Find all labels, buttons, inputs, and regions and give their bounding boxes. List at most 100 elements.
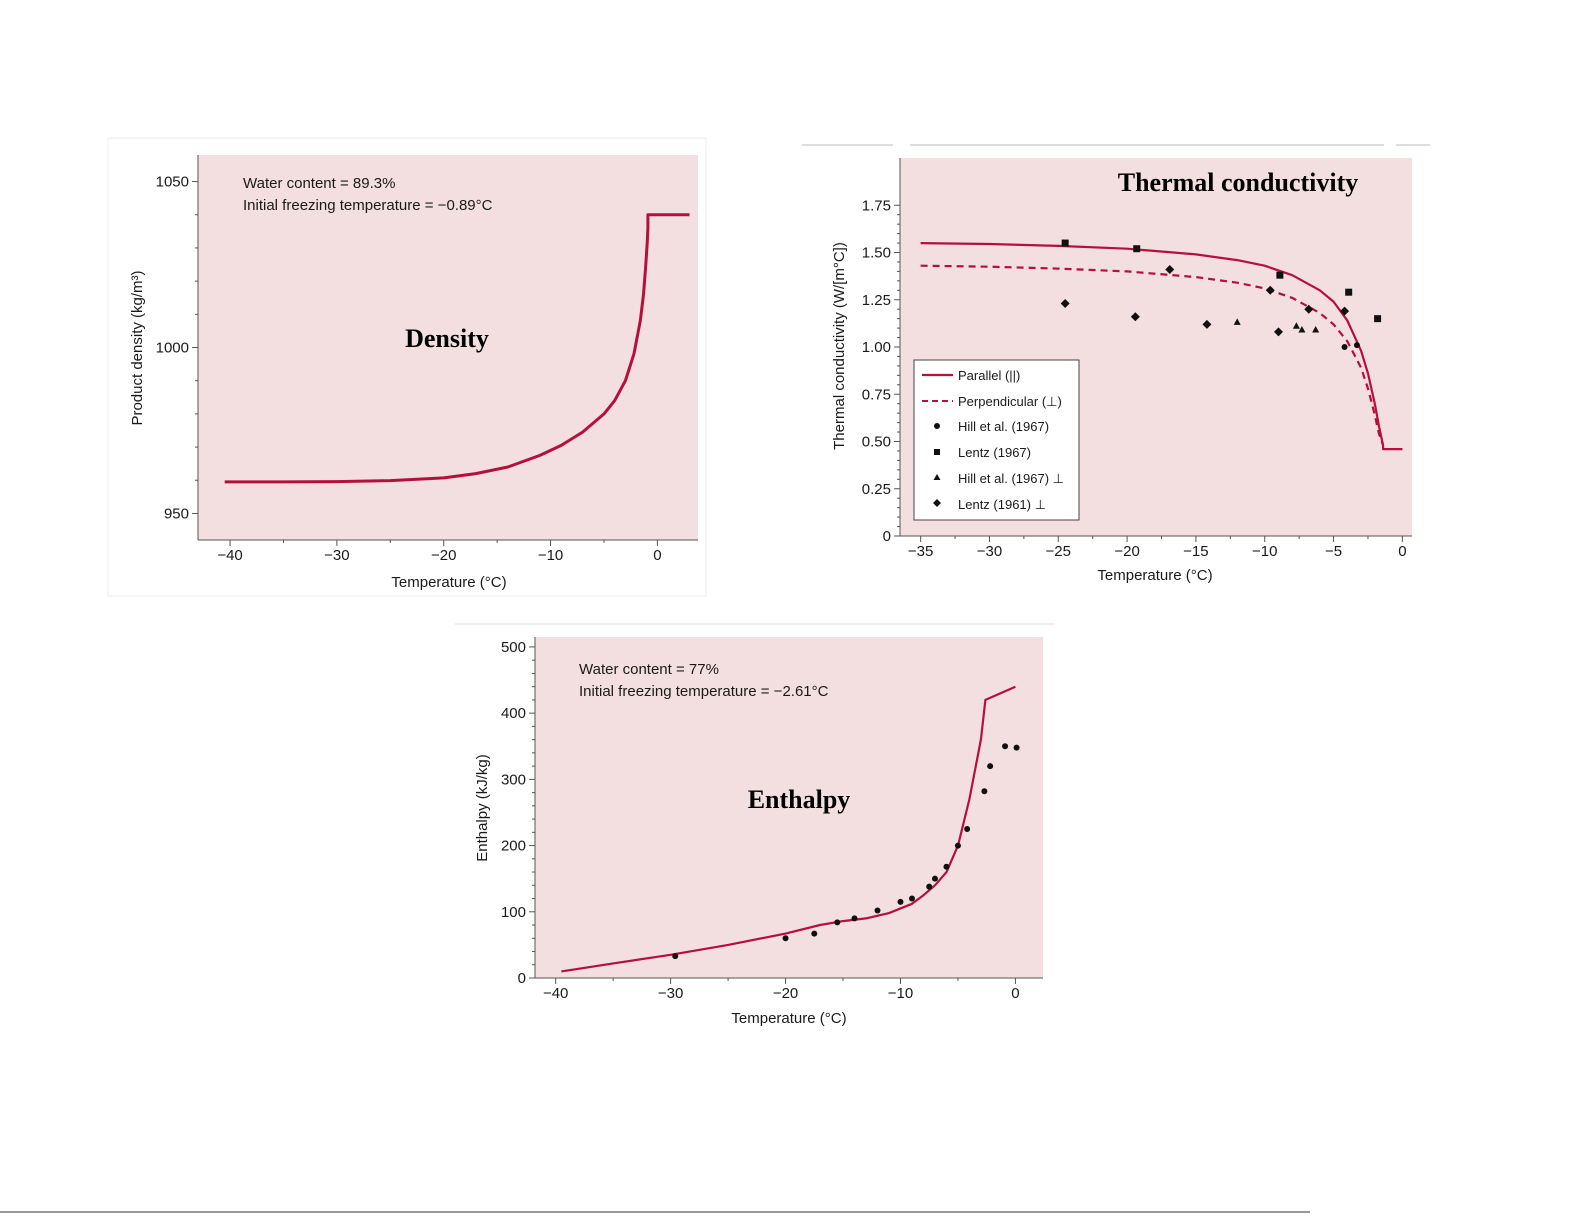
legend-marker-circle (934, 423, 940, 429)
data-point-circle (851, 915, 858, 922)
legend-box (913, 359, 1080, 521)
data-point-diamond (1202, 319, 1212, 329)
y-axis-label: Thermal conductivity (W/[m°C]) (831, 242, 848, 450)
x-tick-label: −15 (1183, 543, 1208, 560)
data-point-triangle (1292, 322, 1300, 329)
legend-label-hill-1967-perp: Hill et al. (1967) ⊥ (958, 471, 1064, 486)
data-point-square (1345, 288, 1353, 296)
overlay-title: Thermal conductivity (1118, 168, 1359, 197)
x-tick-label: −10 (1252, 543, 1277, 560)
legend-marker-square (934, 449, 940, 455)
legend-marker-diamond (933, 499, 941, 507)
y-tick-label: 500 (501, 639, 526, 656)
data-point-circle (811, 930, 818, 937)
legend-label-hill-1967: Hill et al. (1967) (958, 419, 1049, 434)
data-point-square (1374, 315, 1382, 323)
overlay-title: Enthalpy (748, 785, 851, 814)
x-tick-label: 0 (1398, 543, 1406, 560)
data-point-triangle (1312, 325, 1320, 333)
series-layer (561, 685, 1020, 973)
y-tick-label: 100 (501, 904, 526, 921)
x-axis-label: Temperature (°C) (391, 574, 506, 591)
legend-label-parallel: Parallel (||) (958, 368, 1020, 383)
x-tick-label: −20 (773, 985, 798, 1002)
y-tick-label: 0.25 (862, 481, 891, 498)
x-tick-label: −40 (217, 547, 242, 564)
data-point-circle (834, 919, 841, 926)
legend-label-lentz-1967: Lentz (1967) (958, 445, 1031, 460)
data-point-diamond (1265, 285, 1275, 295)
density-chart: −40 −30 −20 −10 0 950 1000 1050 Water content =… (129, 155, 698, 591)
legend: Parallel (||) Perpendicular (⊥) Hill et … (913, 359, 1080, 521)
x-tick-label: 0 (1011, 985, 1019, 1002)
data-point-circle (782, 935, 789, 942)
x-tick-label: −10 (888, 985, 913, 1002)
annotation-water-content: Water content = 89.3% (243, 175, 395, 192)
data-point-circle (874, 907, 881, 914)
x-tick-label: −30 (324, 547, 349, 564)
series-line (561, 685, 1016, 973)
y-tick-label: 1000 (156, 340, 189, 357)
thermal-conductivity-chart: −35 −30 −25 −20 −15 −10 −5 0 0 0.25 0.50 0.75 1.00 1.… (831, 158, 1412, 584)
y-tick-label: 1.25 (862, 292, 891, 309)
data-point-circle (672, 953, 679, 960)
data-point-circle (987, 763, 994, 770)
x-tick-label: −40 (543, 985, 568, 1002)
data-point-diamond (1340, 306, 1350, 316)
y-tick-label: 0 (883, 528, 891, 545)
y-tick-label: 1.00 (862, 339, 891, 356)
annotation-freezing-temperature: Initial freezing temperature = −2.61°C (579, 683, 829, 700)
data-point-circle (1341, 344, 1348, 350)
legend-marker-triangle (933, 474, 941, 480)
x-tick-label: −20 (1114, 543, 1139, 560)
data-point-triangle (1233, 318, 1241, 325)
annotation-water-content: Water content = 77% (579, 661, 719, 678)
axes: −40 −30 −20 −10 0 950 1000 1050 (156, 155, 698, 564)
data-point-square (1133, 245, 1141, 253)
data-point-circle (908, 895, 915, 902)
y-tick-label: 300 (501, 771, 526, 788)
x-tick-label: −5 (1325, 543, 1342, 560)
y-axis-label: Enthalpy (kJ/kg) (474, 754, 491, 862)
data-point-diamond (1273, 327, 1283, 337)
series-layer (920, 239, 1403, 451)
x-tick-label: −20 (431, 547, 456, 564)
y-axis-label: Product density (kg/m³) (129, 270, 146, 425)
annotation-freezing-temperature: Initial freezing temperature = −0.89°C (243, 197, 493, 214)
y-tick-label: 950 (164, 505, 189, 522)
x-axis-label: Temperature (°C) (1097, 567, 1212, 584)
overlay-title: Density (405, 324, 489, 353)
x-tick-label: −30 (658, 985, 683, 1002)
data-point-circle (943, 863, 950, 870)
y-tick-label: 400 (501, 705, 526, 722)
data-point-circle (964, 826, 971, 833)
axes: −35 −30 −25 −20 −15 −10 −5 0 0 0.25 0.50 0.75 1.00 1.… (862, 158, 1412, 560)
series-layer (224, 213, 690, 484)
y-tick-label: 200 (501, 838, 526, 855)
plot-background (535, 637, 1043, 978)
data-point-diamond (1130, 312, 1140, 322)
x-tick-label: −10 (538, 547, 563, 564)
data-point-circle (954, 842, 961, 849)
data-point-diamond (1060, 299, 1070, 309)
enthalpy-chart: −40 −30 −20 −10 0 0 100 200 300 400 500 Water cont… (474, 637, 1043, 1027)
data-point-diamond (1165, 265, 1175, 275)
y-tick-label: 0.75 (862, 386, 891, 403)
y-tick-label: 0.50 (862, 434, 891, 451)
data-point-diamond (1304, 304, 1314, 314)
y-tick-label: 0 (518, 970, 526, 987)
data-point-circle (897, 898, 904, 905)
data-point-circle (931, 875, 938, 882)
data-point-circle (926, 883, 933, 890)
x-tick-label: −35 (908, 543, 933, 560)
x-tick-label: 0 (653, 547, 661, 564)
series-line (920, 242, 1403, 451)
x-tick-label: −30 (977, 543, 1002, 560)
data-point-triangle (1298, 325, 1306, 333)
legend-label-lentz-1961-perp: Lentz (1961) ⊥ (958, 497, 1046, 512)
axes: −40 −30 −20 −10 0 0 100 200 300 400 500 (501, 637, 1043, 1002)
series-line (224, 213, 690, 484)
data-point-square (1061, 239, 1069, 247)
data-point-circle (981, 788, 988, 795)
